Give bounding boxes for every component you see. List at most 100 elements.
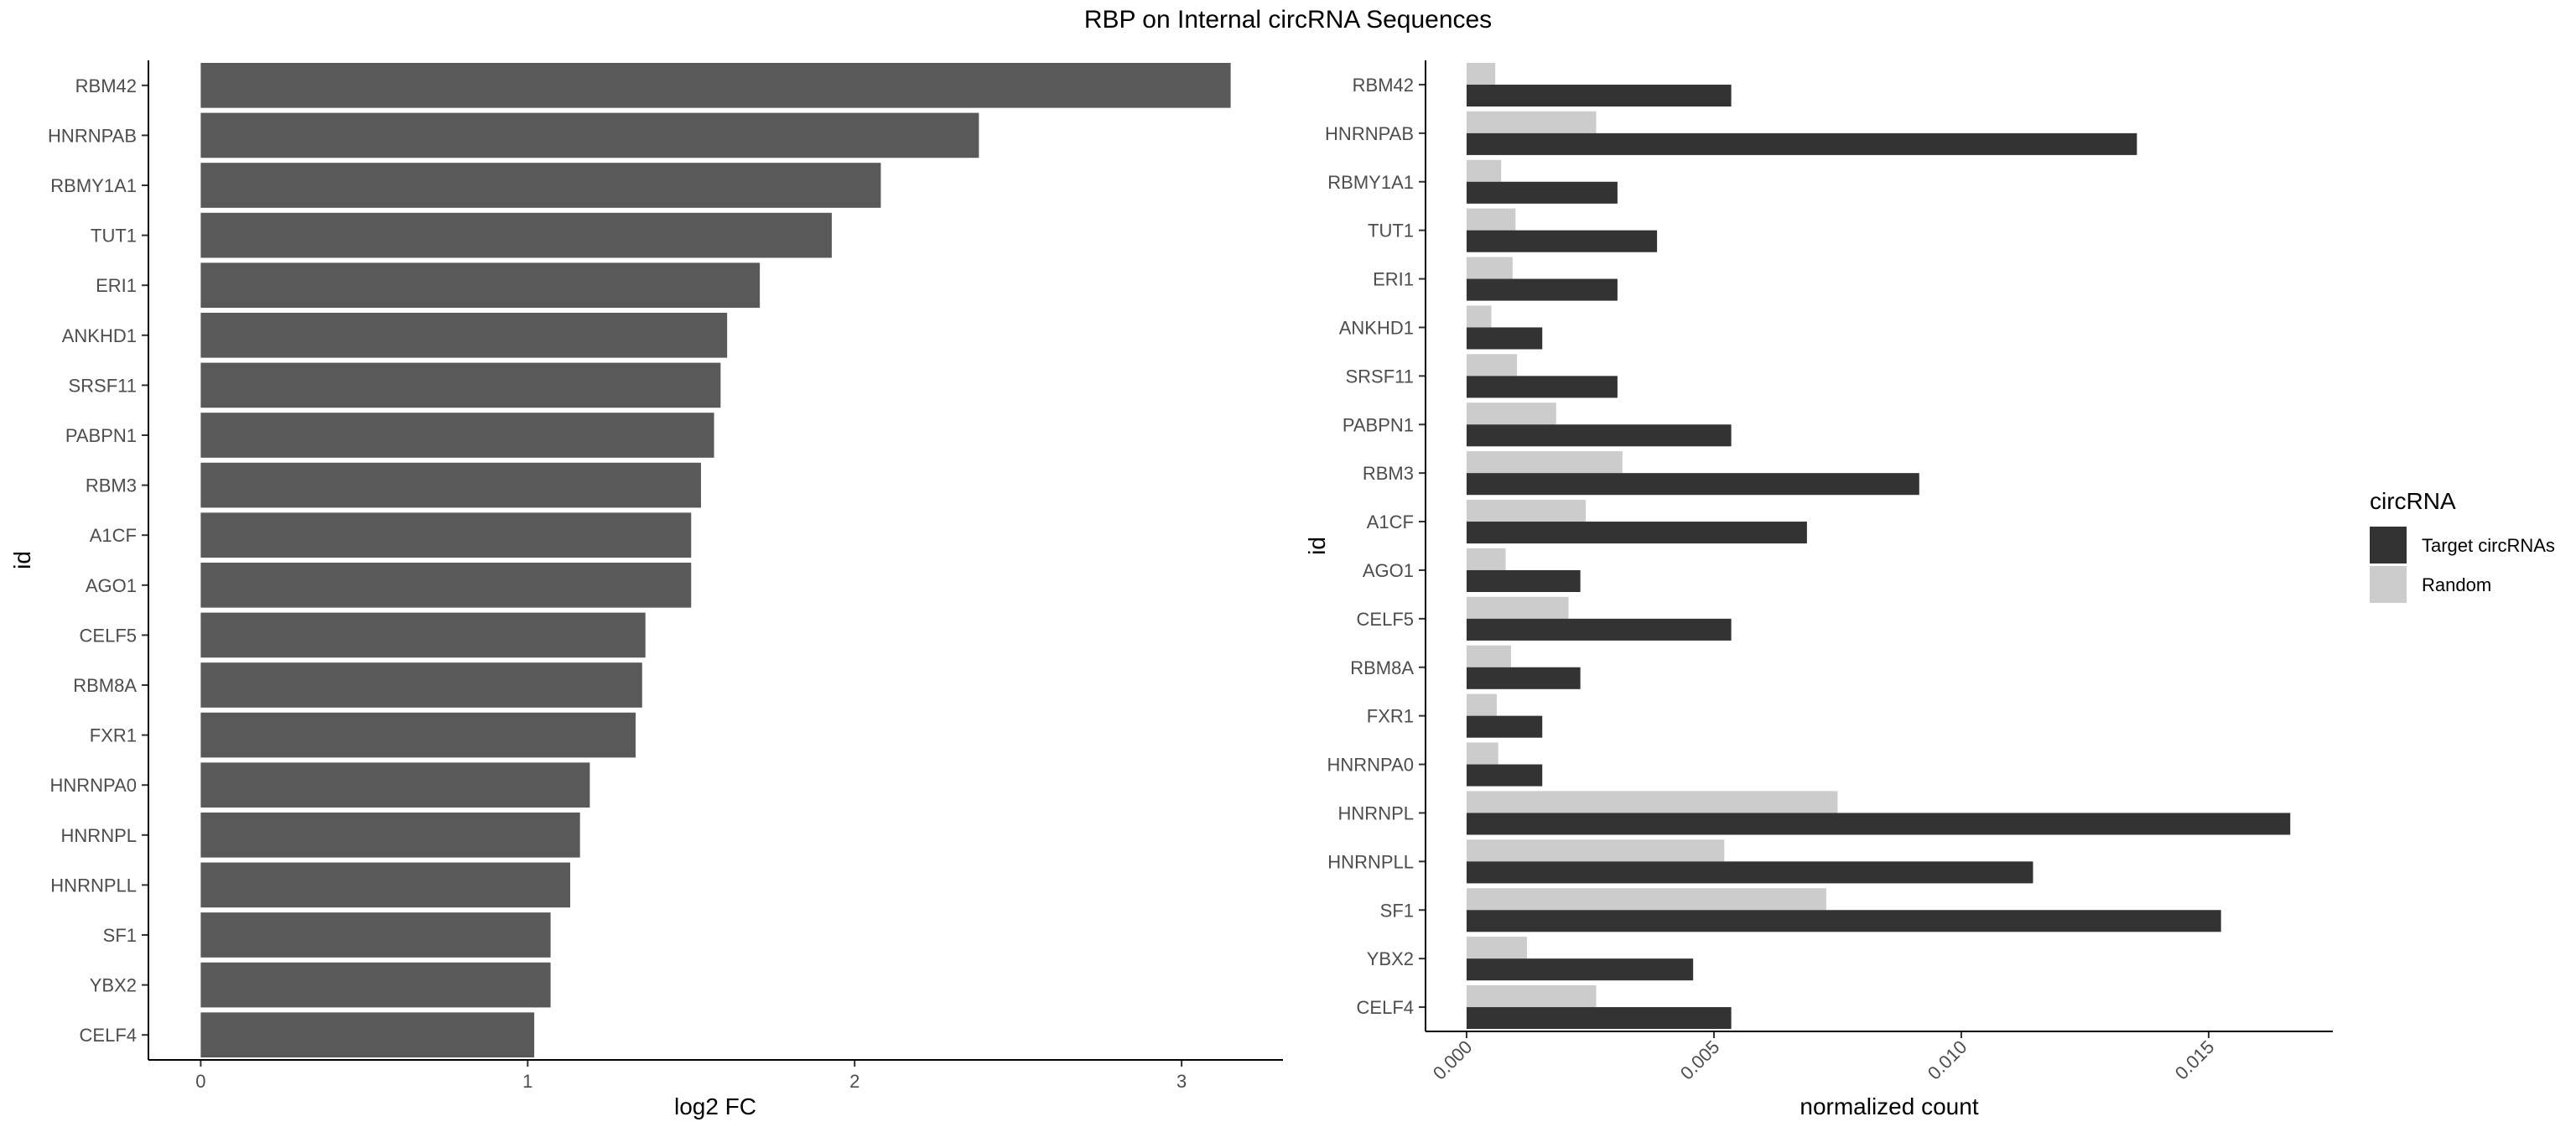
y-tick-label-count-srsf11: SRSF11 bbox=[1345, 366, 1414, 387]
plot-title: RBP on Internal circRNA Sequences bbox=[1084, 6, 1492, 34]
y-tick-label-count-celf5: CELF5 bbox=[1357, 609, 1414, 630]
bar-target-rbm42 bbox=[1466, 84, 1732, 107]
bar-target-sf1 bbox=[1466, 910, 2221, 932]
bar-target-eri1 bbox=[1466, 278, 1618, 301]
bar-target-hnrnpl bbox=[1466, 813, 2291, 835]
y-tick-label-log2fc-fxr1: FXR1 bbox=[90, 725, 137, 746]
x-tick-label-log2fc-1: 1 bbox=[522, 1071, 532, 1092]
fold-change-x-axis-title: log2 FC bbox=[674, 1093, 756, 1119]
y-tick-label-count-rbm3: RBM3 bbox=[1363, 463, 1414, 484]
y-tick-label-count-rbm42: RBM42 bbox=[1353, 75, 1414, 96]
bar-target-ankhd1 bbox=[1466, 327, 1543, 350]
bar-target-hnrnpab bbox=[1466, 132, 2137, 155]
y-tick-label-count-tut1: TUT1 bbox=[1368, 221, 1414, 242]
bar-random-eri1 bbox=[1466, 257, 1513, 279]
bar-log2fc-hnrnpa0 bbox=[200, 762, 590, 808]
y-tick-label-log2fc-ankhd1: ANKHD1 bbox=[62, 325, 137, 346]
bar-target-celf4 bbox=[1466, 1007, 1732, 1030]
y-tick-label-count-hnrnpa0: HNRNPA0 bbox=[1327, 755, 1414, 776]
y-tick-label-log2fc-celf5: CELF5 bbox=[80, 625, 137, 646]
y-tick-label-count-sf1: SF1 bbox=[1380, 900, 1414, 921]
bar-log2fc-celf4 bbox=[200, 1012, 535, 1058]
y-tick-label-count-fxr1: FXR1 bbox=[1367, 706, 1414, 727]
bar-random-rbm8a bbox=[1466, 645, 1512, 667]
fold-change-panel: RBM42 HNRNPAB RBMY1A1 TUT1 ERI1 ANKHD1 SRSF11 P… bbox=[9, 60, 1283, 1119]
y-tick-label-log2fc-ybx2: YBX2 bbox=[90, 975, 137, 996]
bar-log2fc-fxr1 bbox=[200, 712, 636, 758]
bar-target-ago1 bbox=[1466, 569, 1581, 593]
bar-random-celf5 bbox=[1466, 596, 1569, 619]
y-tick-label-count-eri1: ERI1 bbox=[1373, 269, 1414, 290]
fold-change-x-tick-labels: 0 1 2 3 bbox=[195, 1060, 1187, 1092]
bar-log2fc-hnrnpab bbox=[200, 112, 979, 158]
y-tick-label-count-hnrnpl: HNRNPL bbox=[1338, 802, 1414, 823]
bar-random-hnrnpab bbox=[1466, 111, 1597, 133]
bar-random-tut1 bbox=[1466, 208, 1516, 231]
y-tick-label-log2fc-eri1: ERI1 bbox=[96, 275, 137, 296]
bar-random-a1cf bbox=[1466, 499, 1587, 522]
bar-log2fc-eri1 bbox=[200, 262, 761, 309]
bar-log2fc-ybx2 bbox=[200, 962, 551, 1008]
bar-random-rbmy1a1 bbox=[1466, 159, 1502, 182]
bar-target-rbm3 bbox=[1466, 473, 1919, 496]
bar-log2fc-srsf11 bbox=[200, 362, 721, 408]
bar-log2fc-rbm3 bbox=[200, 462, 701, 508]
fold-change-y-axis-title: id bbox=[9, 551, 35, 569]
y-tick-label-count-hnrnpll: HNRNPLL bbox=[1327, 851, 1414, 872]
y-tick-label-log2fc-rbm42: RBM42 bbox=[75, 75, 137, 96]
bar-target-a1cf bbox=[1466, 522, 1807, 544]
bar-log2fc-tut1 bbox=[200, 212, 832, 258]
bar-target-tut1 bbox=[1466, 230, 1658, 252]
bar-random-rbm3 bbox=[1466, 451, 1623, 474]
bar-target-ybx2 bbox=[1466, 958, 1694, 981]
y-tick-label-count-celf4: CELF4 bbox=[1357, 997, 1414, 1018]
bar-random-hnrnpl bbox=[1466, 791, 1838, 813]
bar-log2fc-pabpn1 bbox=[200, 413, 714, 458]
legend-key-target-circrnas bbox=[2370, 527, 2407, 564]
normalized-count-x-axis-title: normalized count bbox=[1800, 1093, 1978, 1119]
bar-target-srsf11 bbox=[1466, 376, 1618, 398]
legend: circRNA Target circRNAs Random bbox=[2370, 488, 2555, 603]
bar-random-celf4 bbox=[1466, 984, 1597, 1008]
normalized-count-bars bbox=[1466, 62, 2291, 1030]
y-tick-label-count-pabpn1: PABPN1 bbox=[1343, 414, 1414, 435]
y-tick-label-log2fc-rbmy1a1: RBMY1A1 bbox=[50, 175, 137, 196]
y-tick-label-count-ankhd1: ANKHD1 bbox=[1339, 317, 1414, 338]
x-tick-label-log2fc-2: 2 bbox=[849, 1071, 860, 1092]
bar-target-celf5 bbox=[1466, 618, 1732, 641]
y-tick-label-log2fc-sf1: SF1 bbox=[103, 925, 137, 946]
y-tick-label-log2fc-ago1: AGO1 bbox=[86, 575, 137, 596]
bar-target-hnrnpll bbox=[1466, 861, 2033, 884]
bar-log2fc-ankhd1 bbox=[200, 312, 728, 358]
bar-target-pabpn1 bbox=[1466, 424, 1732, 447]
y-tick-label-count-hnrnpab: HNRNPAB bbox=[1325, 123, 1414, 144]
bar-target-hnrnpa0 bbox=[1466, 764, 1543, 787]
fold-change-bars bbox=[200, 62, 1231, 1058]
bar-random-pabpn1 bbox=[1466, 402, 1556, 425]
bar-target-rbm8a bbox=[1466, 667, 1581, 689]
normalized-count-panel: RBM42 HNRNPAB RBMY1A1 TUT1 ERI1 ANKHD1 SRSF11 P… bbox=[1304, 60, 2333, 1119]
bar-random-ankhd1 bbox=[1466, 305, 1492, 328]
y-tick-label-log2fc-srsf11: SRSF11 bbox=[68, 375, 137, 396]
y-tick-label-log2fc-a1cf: A1CF bbox=[90, 525, 137, 546]
y-tick-label-log2fc-pabpn1: PABPN1 bbox=[65, 425, 137, 446]
bar-random-rbm42 bbox=[1466, 62, 1496, 85]
fold-change-y-tick-labels: RBM42 HNRNPAB RBMY1A1 TUT1 ERI1 ANKHD1 SRSF11 P… bbox=[48, 75, 148, 1046]
bar-log2fc-hnrnpll bbox=[200, 862, 570, 908]
x-tick-label-log2fc-0: 0 bbox=[195, 1071, 205, 1092]
y-tick-label-log2fc-celf4: CELF4 bbox=[80, 1025, 137, 1046]
bar-random-sf1 bbox=[1466, 888, 1826, 911]
y-tick-label-log2fc-hnrnpa0: HNRNPA0 bbox=[49, 775, 137, 796]
y-tick-label-count-rbm8a: RBM8A bbox=[1350, 657, 1414, 678]
bar-log2fc-rbm8a bbox=[200, 662, 642, 708]
y-tick-label-log2fc-hnrnpl: HNRNPL bbox=[61, 825, 137, 846]
bar-log2fc-rbm42 bbox=[200, 62, 1231, 108]
y-tick-label-count-ago1: AGO1 bbox=[1363, 560, 1414, 581]
bar-random-ago1 bbox=[1466, 548, 1506, 570]
x-tick-label-log2fc-3: 3 bbox=[1176, 1071, 1187, 1092]
bar-log2fc-hnrnpl bbox=[200, 812, 580, 858]
bar-random-ybx2 bbox=[1466, 937, 1527, 959]
bar-target-fxr1 bbox=[1466, 715, 1543, 738]
y-tick-label-log2fc-hnrnpll: HNRNPLL bbox=[50, 875, 137, 896]
